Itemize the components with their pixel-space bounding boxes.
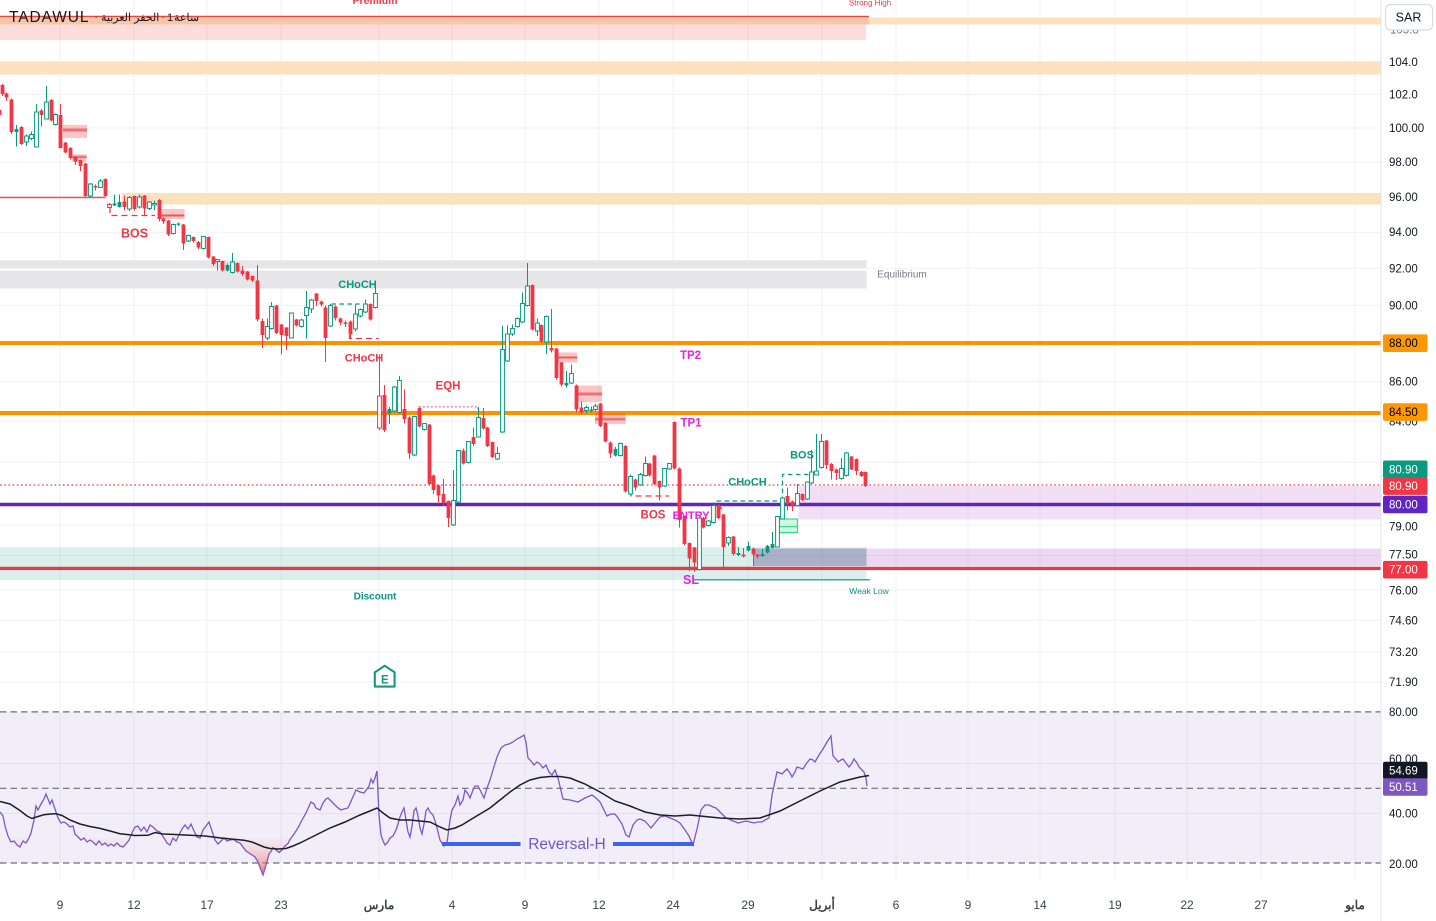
svg-text:12: 12 <box>592 898 606 912</box>
svg-text:BOS: BOS <box>641 510 666 522</box>
svg-text:90.00: 90.00 <box>1389 300 1418 312</box>
svg-text:79.00: 79.00 <box>1389 522 1418 534</box>
svg-text:Premium: Premium <box>353 0 398 7</box>
svg-text:Strong High: Strong High <box>849 0 891 8</box>
svg-text:الحفر العربية: الحفر العربية <box>101 12 159 24</box>
svg-text:50.51: 50.51 <box>1389 782 1418 794</box>
svg-text:76.00: 76.00 <box>1389 586 1418 598</box>
svg-text:20.00: 20.00 <box>1389 859 1418 871</box>
svg-text:84.50: 84.50 <box>1389 407 1418 419</box>
svg-text:80.00: 80.00 <box>1389 707 1418 719</box>
svg-text:4: 4 <box>449 898 456 912</box>
svg-text:102.0: 102.0 <box>1389 89 1418 101</box>
svg-text:94.00: 94.00 <box>1389 227 1418 239</box>
svg-text:6: 6 <box>893 898 900 912</box>
svg-text:CHoCH: CHoCH <box>338 279 377 291</box>
svg-text:86.00: 86.00 <box>1389 377 1418 389</box>
svg-text:Discount: Discount <box>354 592 397 603</box>
svg-text:TADAWUL: TADAWUL <box>9 9 89 26</box>
svg-text:12: 12 <box>127 898 141 912</box>
svg-text:SL: SL <box>683 573 699 587</box>
svg-text:22: 22 <box>1180 898 1194 912</box>
svg-text:9: 9 <box>522 898 529 912</box>
svg-text:·: · <box>161 9 165 24</box>
svg-text:CHoCH: CHoCH <box>728 477 767 489</box>
svg-text:ساعة: ساعة <box>174 12 199 24</box>
svg-text:88.00: 88.00 <box>1389 338 1418 350</box>
svg-text:40.00: 40.00 <box>1389 809 1418 821</box>
svg-text:مايو: مايو <box>1344 898 1365 913</box>
svg-text:TP2: TP2 <box>680 350 701 362</box>
svg-text:24: 24 <box>666 898 680 912</box>
svg-text:17: 17 <box>200 898 214 912</box>
svg-text:TP1: TP1 <box>680 418 702 430</box>
svg-text:1: 1 <box>167 12 173 24</box>
svg-text:9: 9 <box>57 898 64 912</box>
svg-text:Reversal-H: Reversal-H <box>528 836 606 853</box>
svg-text:ENTRY: ENTRY <box>673 510 711 522</box>
svg-text:74.60: 74.60 <box>1389 615 1418 627</box>
svg-text:·: · <box>94 9 98 24</box>
svg-text:23: 23 <box>274 898 288 912</box>
svg-text:Equilibrium: Equilibrium <box>877 270 926 281</box>
svg-text:104.0: 104.0 <box>1389 57 1418 69</box>
svg-text:73.20: 73.20 <box>1389 647 1418 659</box>
svg-text:9: 9 <box>965 898 972 912</box>
svg-text:98.00: 98.00 <box>1389 157 1418 169</box>
svg-text:E: E <box>381 675 389 687</box>
svg-text:80.90: 80.90 <box>1389 464 1418 476</box>
svg-text:29: 29 <box>741 898 755 912</box>
svg-text:80.00: 80.00 <box>1389 500 1418 512</box>
svg-text:EQH: EQH <box>436 381 461 393</box>
svg-text:CHoCH: CHoCH <box>345 353 384 365</box>
svg-text:Weak Low: Weak Low <box>849 586 889 596</box>
svg-text:71.90: 71.90 <box>1389 677 1418 689</box>
svg-text:مارس: مارس <box>364 898 395 913</box>
svg-text:54.69: 54.69 <box>1389 766 1418 778</box>
svg-text:BOS: BOS <box>121 227 148 241</box>
svg-text:SAR: SAR <box>1396 11 1422 25</box>
svg-text:77.50: 77.50 <box>1389 550 1418 562</box>
svg-text:19: 19 <box>1108 898 1122 912</box>
svg-text:أبريل: أبريل <box>809 897 835 913</box>
svg-text:14: 14 <box>1033 898 1047 912</box>
svg-text:BOS: BOS <box>790 450 814 462</box>
svg-text:100.00: 100.00 <box>1389 123 1424 135</box>
svg-text:77.00: 77.00 <box>1389 565 1418 577</box>
svg-text:92.00: 92.00 <box>1389 263 1418 275</box>
svg-text:96.00: 96.00 <box>1389 192 1418 204</box>
svg-text:27: 27 <box>1254 898 1268 912</box>
svg-text:80.90: 80.90 <box>1389 481 1418 493</box>
